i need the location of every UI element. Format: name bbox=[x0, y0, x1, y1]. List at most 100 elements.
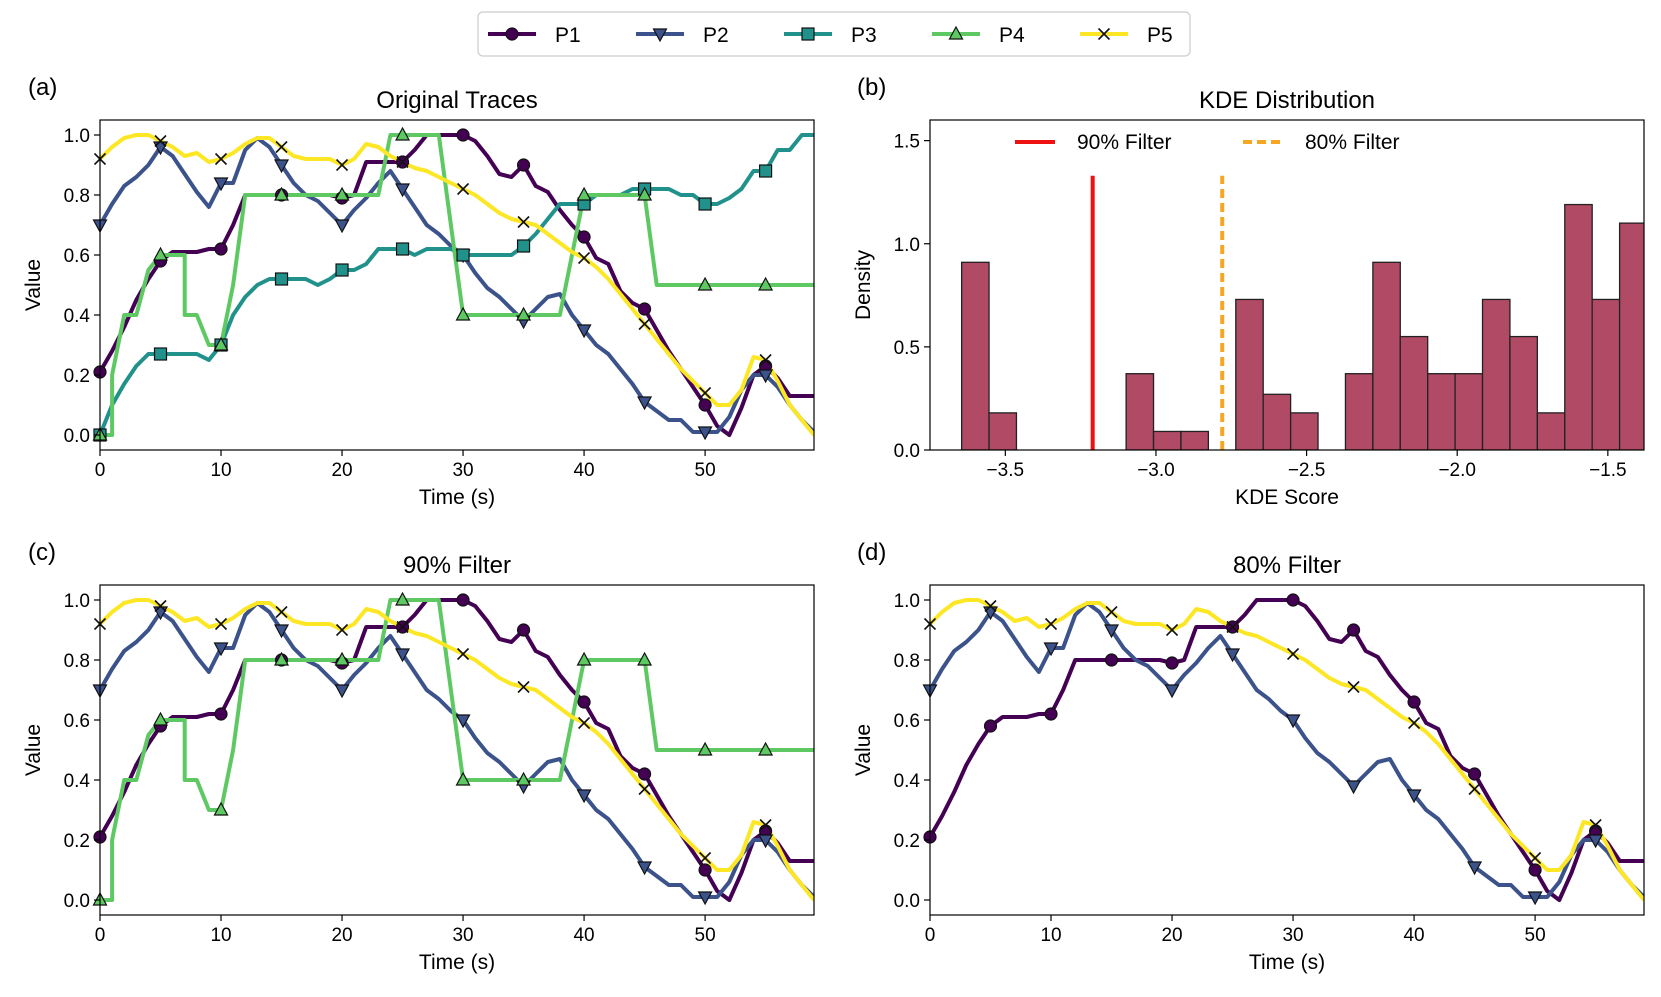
data-point-p4 bbox=[213, 801, 229, 816]
data-point-p2 bbox=[1104, 624, 1120, 639]
legend-marker-p1 bbox=[505, 27, 519, 41]
y-tick-label: 0.0 bbox=[894, 891, 920, 912]
y-tick-label: 0.4 bbox=[894, 771, 921, 792]
series-line-p2 bbox=[930, 601, 1644, 899]
data-point-p5 bbox=[1044, 617, 1058, 631]
panel-d: (d) 80% Filter 0 10 20 30 40 50 0.0 0.2 0.4 0.6 0.8 1… bbox=[852, 539, 1645, 974]
data-point-p3 bbox=[516, 239, 531, 253]
data-point-p5 bbox=[1165, 623, 1179, 637]
plot-frame bbox=[99, 119, 815, 451]
y-axis-label: Value bbox=[852, 724, 875, 776]
data-point-p1 bbox=[1104, 653, 1119, 667]
legend-marker-p3 bbox=[801, 27, 815, 41]
data-point-p1 bbox=[577, 695, 591, 709]
data-point-p4 bbox=[395, 126, 411, 141]
x-tick-label: 10 bbox=[1040, 925, 1061, 946]
x-tick-label: −2.5 bbox=[1288, 460, 1326, 481]
data-point-p5 bbox=[1408, 716, 1421, 730]
data-point-p1 bbox=[456, 593, 470, 607]
data-point-p1 bbox=[1165, 656, 1179, 670]
data-point-p1 bbox=[1346, 623, 1361, 637]
data-point-p5-stroke-2 bbox=[214, 152, 228, 166]
data-point-p5-stroke-2 bbox=[275, 140, 288, 154]
data-point-p4 bbox=[455, 306, 471, 321]
legend-marker-p5 bbox=[1097, 27, 1111, 41]
data-point-p5 bbox=[1226, 620, 1239, 634]
data-point-p1 bbox=[1286, 593, 1300, 607]
data-point-p4 bbox=[274, 186, 290, 201]
series-line-p5 bbox=[100, 598, 814, 902]
data-point-p5 bbox=[214, 152, 228, 166]
data-point-p5-stroke-2 bbox=[517, 680, 530, 694]
x-tick-label: 20 bbox=[1161, 925, 1182, 946]
data-point-p4 bbox=[637, 186, 653, 201]
data-point-p4 bbox=[395, 591, 411, 606]
data-point-p5-stroke-2 bbox=[578, 251, 591, 265]
data-point-p4 bbox=[697, 276, 713, 291]
data-point-p5 bbox=[396, 620, 409, 634]
x-tick-label: 30 bbox=[452, 925, 473, 946]
data-point-p5 bbox=[984, 599, 997, 613]
data-point-p1 bbox=[516, 623, 531, 637]
data-point-p2 bbox=[1346, 780, 1362, 795]
data-point-p5 bbox=[1105, 605, 1118, 619]
data-point-p4 bbox=[153, 246, 169, 261]
data-point-p5-stroke-2 bbox=[1468, 782, 1481, 796]
data-point-p5-stroke-2 bbox=[699, 386, 712, 400]
x-tick-label: 50 bbox=[695, 925, 716, 946]
histogram-bar bbox=[1180, 430, 1210, 450]
y-axis-label: Value bbox=[22, 259, 45, 311]
data-point-p4 bbox=[697, 741, 713, 756]
data-point-p5 bbox=[578, 251, 591, 265]
y-tick-label: 0.6 bbox=[64, 246, 90, 267]
y-tick-label: 0.4 bbox=[64, 306, 91, 327]
data-point-p5 bbox=[517, 680, 530, 694]
data-point-p4 bbox=[516, 771, 532, 786]
data-point-p5-stroke-2 bbox=[759, 818, 772, 832]
y-tick-label: 0.0 bbox=[64, 426, 90, 447]
data-point-p5 bbox=[275, 140, 288, 154]
data-point-p2 bbox=[213, 642, 229, 657]
legend-label-p5: P5 bbox=[1147, 24, 1173, 47]
plot-frame bbox=[929, 584, 1645, 916]
histogram-bar bbox=[1235, 298, 1264, 450]
data-point-p2 bbox=[334, 219, 350, 234]
data-point-p1 bbox=[637, 302, 652, 316]
data-point-p5 bbox=[578, 716, 591, 730]
data-point-p5-stroke-2 bbox=[759, 353, 772, 367]
data-point-p5 bbox=[275, 605, 288, 619]
histogram-bar bbox=[988, 412, 1018, 450]
x-tick-label: −3.0 bbox=[1137, 460, 1175, 481]
legend-marker-p4 bbox=[948, 25, 964, 40]
data-point-p5 bbox=[759, 353, 772, 367]
plot-area bbox=[930, 598, 1644, 902]
data-point-p3 bbox=[274, 272, 289, 286]
data-point-p5-stroke-2 bbox=[1165, 623, 1179, 637]
y-tick-label: 0.2 bbox=[894, 831, 920, 852]
data-point-p4 bbox=[516, 306, 532, 321]
x-tick-label: 10 bbox=[210, 460, 231, 481]
data-point-p2 bbox=[1406, 789, 1422, 804]
chart-title: 90% Filter bbox=[403, 552, 511, 579]
histogram-bar bbox=[1344, 373, 1374, 450]
legend-label-p3: P3 bbox=[851, 24, 877, 47]
x-tick-label: 20 bbox=[331, 925, 352, 946]
data-point-p2 bbox=[274, 159, 290, 174]
data-point-p1 bbox=[637, 767, 652, 781]
histogram-bar bbox=[1536, 412, 1566, 450]
data-point-p4 bbox=[334, 186, 350, 201]
data-point-p4 bbox=[637, 651, 653, 666]
data-point-p2 bbox=[395, 648, 411, 663]
data-point-p5 bbox=[335, 158, 349, 172]
x-tick-label: 0 bbox=[925, 925, 936, 946]
legend-frame bbox=[477, 11, 1191, 57]
data-point-p5 bbox=[638, 782, 651, 796]
histogram-bar bbox=[1289, 412, 1319, 450]
legend: P1 P2 P3 P4 P5 bbox=[477, 11, 1191, 57]
data-point-p5 bbox=[335, 623, 349, 637]
histogram-bar bbox=[1372, 261, 1401, 450]
threshold-legend: 90% Filter 80% Filter bbox=[1015, 131, 1400, 154]
data-point-p2 bbox=[1285, 714, 1301, 729]
data-point-p5 bbox=[699, 851, 712, 865]
